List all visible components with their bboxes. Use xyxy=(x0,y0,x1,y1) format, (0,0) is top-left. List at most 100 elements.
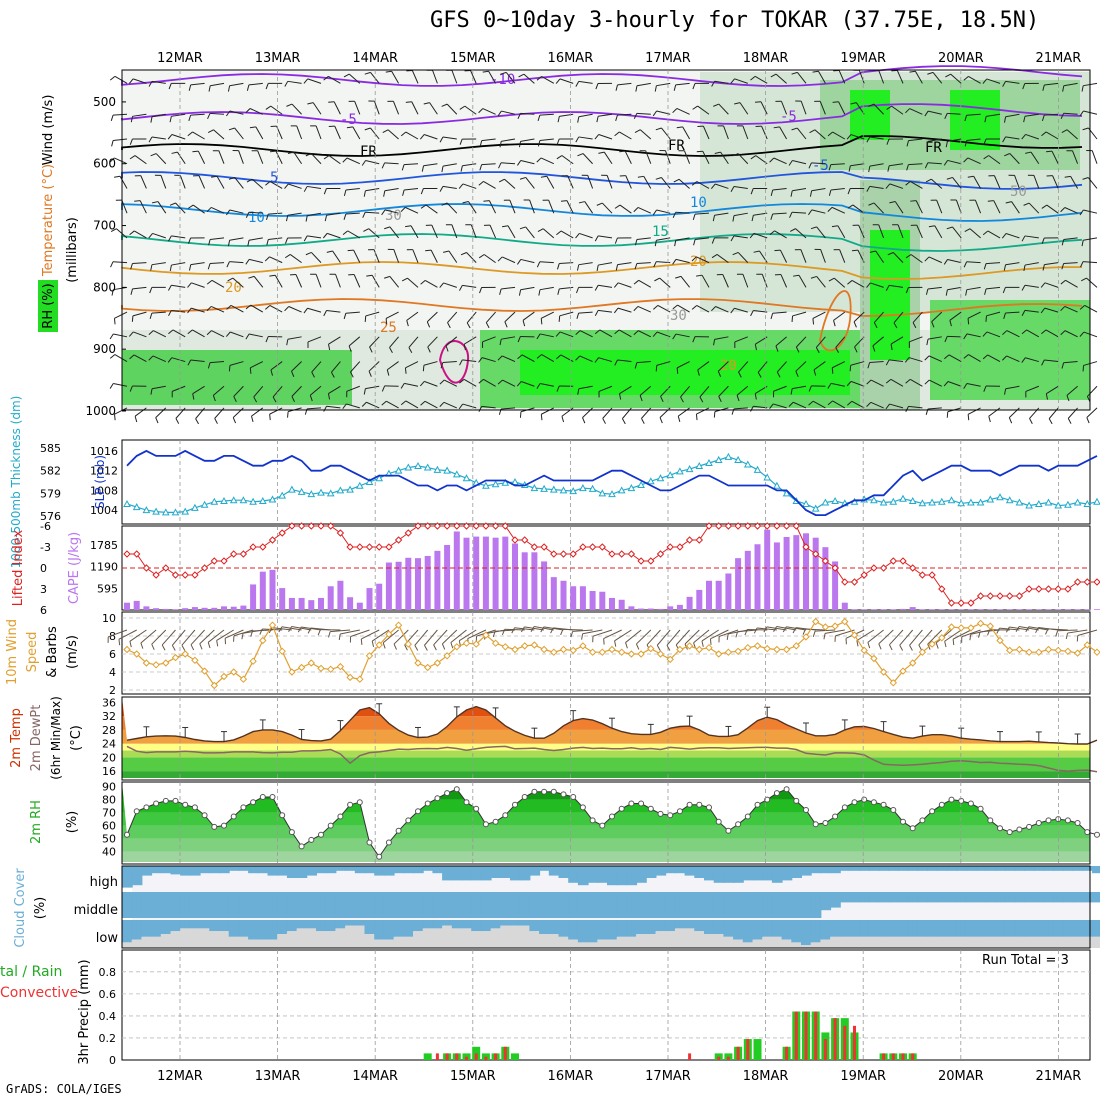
wind-barb-flag xyxy=(983,138,987,145)
wind-barb-flag xyxy=(988,416,991,423)
cloud-cell xyxy=(432,920,444,929)
cloud-cell xyxy=(762,936,773,948)
thickness-marker xyxy=(928,498,936,506)
wind-barb-flag xyxy=(518,73,525,78)
wind-barb-flag xyxy=(691,181,698,186)
wind-barb-flag xyxy=(984,288,987,295)
wind-barb-flag xyxy=(129,138,133,145)
wind-barb xyxy=(1091,150,1098,164)
cloud-cell xyxy=(286,866,298,878)
wind-barb xyxy=(1025,357,1039,363)
wind-barb-flag xyxy=(227,240,231,247)
wind-barb-flag xyxy=(1079,209,1084,216)
wind-barb-flag xyxy=(789,228,796,232)
cloud-cell xyxy=(500,892,511,918)
rh-fill xyxy=(122,350,352,405)
wind-barb-flag xyxy=(309,395,313,402)
wind-barb xyxy=(190,82,205,86)
cloud-cell xyxy=(286,892,298,918)
wind-barb-flag xyxy=(576,264,580,271)
cloud-cell xyxy=(122,942,133,948)
wind-barb-flag xyxy=(482,70,489,73)
cloud-cell xyxy=(723,866,735,883)
wind-barb xyxy=(869,185,884,189)
wind-barb xyxy=(792,385,807,390)
wind-barb-flag xyxy=(311,371,315,378)
wind10-barb-flag xyxy=(328,631,331,638)
wind-barb xyxy=(818,70,826,84)
rh2m-marker xyxy=(618,805,625,812)
wind-barb-flag xyxy=(362,212,366,218)
wind-barb xyxy=(1063,262,1078,264)
wind-barb-flag xyxy=(691,305,698,310)
wind-barb-flag xyxy=(109,354,116,359)
wind-barb xyxy=(858,224,865,239)
cloud-cell xyxy=(1024,892,1035,903)
cloud-cell xyxy=(1024,936,1035,948)
wind-barb-flag xyxy=(1003,264,1007,271)
cloud-cell xyxy=(733,892,744,918)
wind-barb-flag xyxy=(795,346,800,353)
cloud-cell xyxy=(558,866,570,878)
cloud-cell xyxy=(257,866,269,874)
wind-barb xyxy=(714,336,729,340)
wind-barb xyxy=(695,237,710,240)
wind-barb xyxy=(1024,235,1039,239)
cloud-cell xyxy=(160,934,172,948)
wind-barb xyxy=(1044,82,1059,86)
wind-barb-flag xyxy=(672,259,677,265)
cape-bar xyxy=(444,544,451,610)
precip-conv-bar xyxy=(465,1056,468,1060)
wind10-barb xyxy=(718,629,739,637)
cloud-cell xyxy=(568,920,579,940)
wind-barb-flag xyxy=(1025,151,1032,154)
wind-barb-flag xyxy=(228,365,231,372)
wind-barb xyxy=(373,100,380,115)
wind-barb-flag xyxy=(427,346,431,353)
wind-barb xyxy=(869,136,884,140)
wind-barb xyxy=(696,305,710,313)
wind10-speed-marker xyxy=(394,621,403,629)
cape-bar xyxy=(337,580,344,610)
cape-bar xyxy=(482,536,489,610)
wind-barb-flag xyxy=(249,126,256,129)
cape-bar xyxy=(667,606,674,610)
rh2m-marker xyxy=(347,801,354,808)
cloud-cell xyxy=(917,936,929,948)
wind-barb-flag xyxy=(887,252,894,256)
wind-barb xyxy=(160,175,167,189)
rh-tick: 60 xyxy=(102,820,116,833)
rh2m-marker xyxy=(133,808,140,815)
cloud-cell xyxy=(1053,892,1064,903)
wind-barb xyxy=(389,226,399,239)
rh2m-marker xyxy=(706,804,712,811)
cloud-cell xyxy=(568,866,579,883)
cloud-cell xyxy=(713,866,725,883)
wind-barb xyxy=(559,78,574,84)
cloud-cell xyxy=(674,920,686,929)
wind-barb-flag xyxy=(478,406,483,412)
wind-barb-flag xyxy=(330,372,335,378)
wind-barb xyxy=(947,159,962,165)
wind-barb xyxy=(291,385,302,397)
thickness-marker xyxy=(724,452,733,460)
wind-barb-flag xyxy=(711,306,716,312)
wind-barb-flag xyxy=(1066,395,1070,402)
thickness-marker xyxy=(268,495,277,503)
cloud-cell xyxy=(859,936,870,948)
wind-barb-flag xyxy=(305,153,312,157)
wind10-speed-marker xyxy=(288,668,296,676)
cloud-cell xyxy=(645,892,657,918)
wind-barb xyxy=(908,405,923,409)
wind10-legend: 10m Wind xyxy=(5,619,20,685)
wind-barb xyxy=(483,254,496,264)
wind-barb xyxy=(410,225,419,239)
temperature-contour xyxy=(121,261,1082,280)
wind-barb-flag xyxy=(504,321,508,328)
wind10-speed-marker xyxy=(889,679,898,687)
wind-barb-flag xyxy=(773,126,780,129)
wind-barb xyxy=(753,232,768,239)
wind-barb xyxy=(315,274,322,288)
wind10-barb-flag xyxy=(118,639,121,646)
wind-barb-flag xyxy=(401,277,408,282)
